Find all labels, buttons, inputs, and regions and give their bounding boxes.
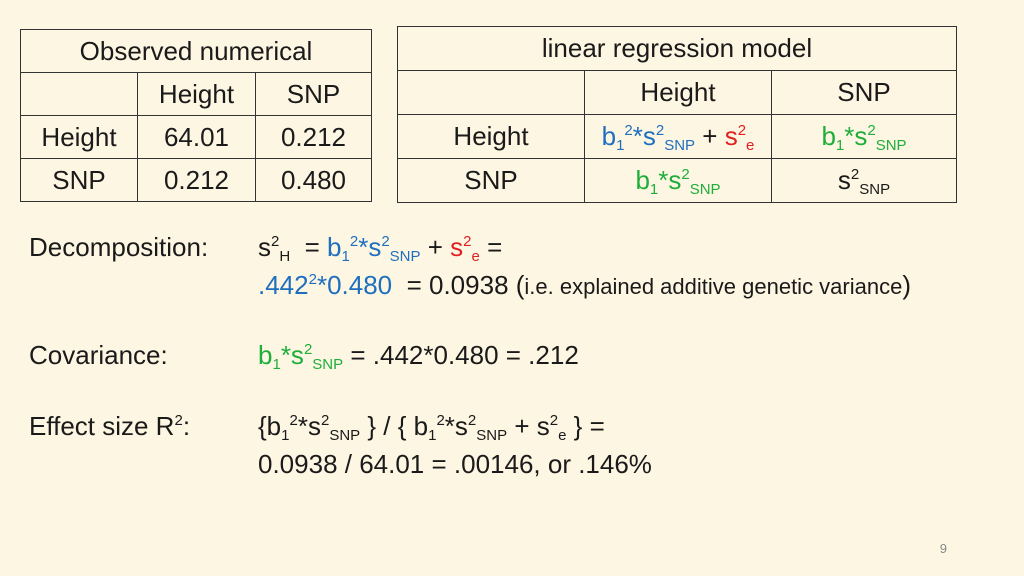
table-row: SNP 0.212 0.480 bbox=[20, 158, 372, 202]
observed-cell-snp-height: 0.212 bbox=[137, 158, 256, 202]
effect-size-label-text: Effect size R bbox=[29, 411, 175, 441]
model-cell-snp-height: b1*s2SNP bbox=[584, 158, 772, 203]
model-row-label-snp: SNP bbox=[397, 158, 585, 203]
covariance-formula: b1*s2SNP = .442*0.480 = .212 bbox=[258, 340, 579, 373]
model-header-height: Height bbox=[584, 70, 772, 115]
model-header-empty bbox=[397, 70, 585, 115]
observed-cell-snp-snp: 0.480 bbox=[255, 158, 372, 202]
observed-table-title: Observed numerical bbox=[20, 29, 372, 73]
model-cell-height-snp: b1*s2SNP bbox=[771, 114, 957, 159]
observed-row-label-snp: SNP bbox=[20, 158, 138, 202]
model-cell-snp-snp: s2SNP bbox=[771, 158, 957, 203]
effect-size-label: Effect size R2: bbox=[29, 411, 191, 441]
decomposition-value: .442 bbox=[258, 270, 309, 300]
observed-header-empty bbox=[20, 72, 138, 116]
decomposition-formula: s2H = b12*s2SNP + s2e = bbox=[258, 232, 503, 265]
observed-header-snp: SNP bbox=[255, 72, 372, 116]
effect-size-result: 0.0938 / 64.01 = .00146, or .146% bbox=[258, 449, 652, 479]
observed-header-height: Height bbox=[137, 72, 256, 116]
observed-numerical-table: Observed numerical Height SNP Height 64.… bbox=[20, 29, 372, 202]
model-cell-height-height: b12*s2SNP + s2e bbox=[584, 114, 772, 159]
decomposition-label: Decomposition: bbox=[29, 232, 209, 262]
model-row-label-height: Height bbox=[397, 114, 585, 159]
decomposition-note: i.e. explained additive genetic variance bbox=[524, 274, 903, 299]
decomposition-result-line: .4422*0.480 = 0.0938 (i.e. explained add… bbox=[258, 270, 912, 300]
effect-size-formula: {b12*s2SNP } / { b12*s2SNP + s2e } = bbox=[258, 411, 605, 444]
observed-cell-height-snp: 0.212 bbox=[255, 115, 372, 159]
table-row: Height 64.01 0.212 bbox=[20, 115, 372, 159]
page-number: 9 bbox=[939, 541, 947, 556]
model-table-title: linear regression model bbox=[397, 26, 957, 71]
linear-regression-model-table: linear regression model Height SNP Heigh… bbox=[397, 26, 957, 203]
table-row: Height b12*s2SNP + s2e b1*s2SNP bbox=[397, 114, 957, 159]
covariance-result: = .442*0.480 = .212 bbox=[350, 340, 579, 370]
covariance-label: Covariance: bbox=[29, 340, 168, 370]
model-header-snp: SNP bbox=[771, 70, 957, 115]
decomposition-result: = 0.0938 bbox=[406, 270, 509, 300]
observed-cell-height-height: 64.01 bbox=[137, 115, 256, 159]
observed-row-label-height: Height bbox=[20, 115, 138, 159]
table-row: SNP b1*s2SNP s2SNP bbox=[397, 158, 957, 203]
